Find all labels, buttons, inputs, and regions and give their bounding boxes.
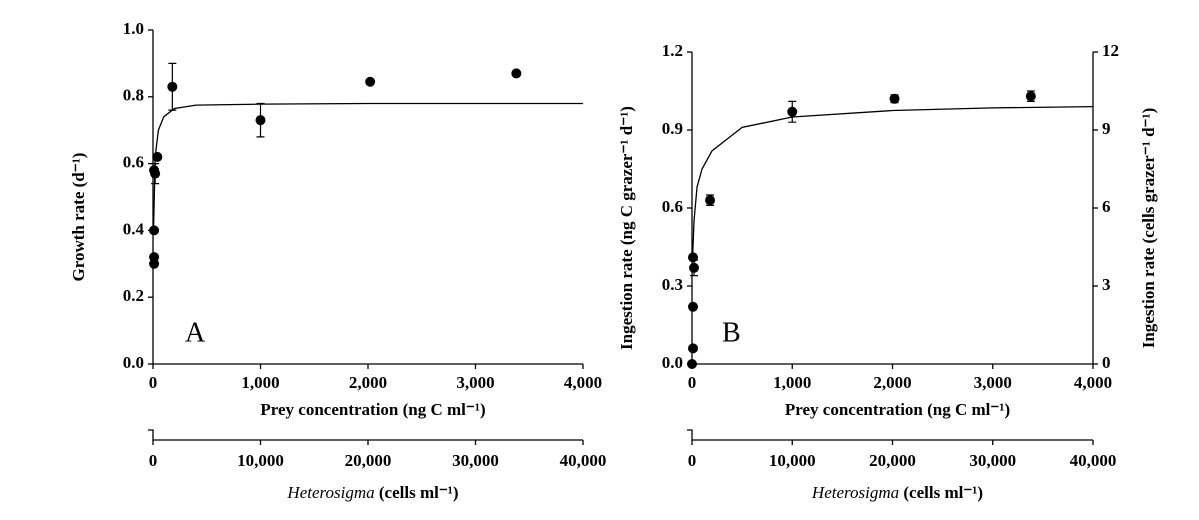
x2-tick-label: 20,000 xyxy=(345,451,392,470)
x-axis-label: Prey concentration (ng C ml⁻¹) xyxy=(260,400,485,419)
data-point xyxy=(152,151,163,162)
x-tick-label: 2,000 xyxy=(873,373,911,392)
x-axis-label: Prey concentration (ng C ml⁻¹) xyxy=(785,400,1010,419)
x2-axis-label: Heterosigma (cells ml⁻¹) xyxy=(286,483,458,502)
y2-tick-label: 9 xyxy=(1102,119,1111,138)
y-tick-label: 0.4 xyxy=(123,219,145,238)
x2-tick-label: 30,000 xyxy=(969,451,1016,470)
data-point xyxy=(889,93,900,104)
x2-tick-label: 20,000 xyxy=(869,451,916,470)
x-tick-label: 0 xyxy=(149,373,158,392)
y-tick-label: 0.6 xyxy=(662,197,683,216)
y-tick-label: 0.9 xyxy=(662,119,683,138)
data-point xyxy=(687,359,697,369)
x2-tick-label: 0 xyxy=(149,451,158,470)
data-point xyxy=(688,343,699,354)
data-point xyxy=(705,195,716,206)
data-point xyxy=(688,301,699,312)
data-point xyxy=(149,252,160,263)
x2-axis-label: Heterosigma (cells ml⁻¹) xyxy=(811,483,983,502)
y-tick-label: 1.2 xyxy=(662,41,683,60)
x-tick-label: 2,000 xyxy=(349,373,387,392)
data-point xyxy=(787,106,798,117)
data-point xyxy=(167,81,178,92)
y2-axis-label: Ingestion rate (cells grazer⁻¹ d⁻¹) xyxy=(1139,108,1158,349)
y-tick-label: 0.0 xyxy=(123,353,144,372)
x-tick-label: 1,000 xyxy=(773,373,811,392)
x2-axis-label-italic: Heterosigma xyxy=(286,483,374,502)
y-tick-label: 0.6 xyxy=(123,153,144,172)
x-tick-label: 4,000 xyxy=(564,373,602,392)
x2-tick-label: 10,000 xyxy=(769,451,816,470)
y2-tick-label: 6 xyxy=(1102,197,1111,216)
x2-axis-label-unit: (cells ml⁻¹) xyxy=(379,483,459,502)
data-point xyxy=(689,262,700,273)
x2-tick-label: 40,000 xyxy=(560,451,607,470)
x2-tick-label: 10,000 xyxy=(237,451,284,470)
y2-tick-label: 12 xyxy=(1102,41,1119,60)
x-tick-label: 1,000 xyxy=(241,373,279,392)
fit-line xyxy=(152,102,583,231)
x-tick-label: 4,000 xyxy=(1074,373,1112,392)
y2-tick-label: 0 xyxy=(1102,353,1111,372)
y-tick-label: 0.2 xyxy=(123,286,144,305)
data-point xyxy=(255,115,266,126)
y2-tick-label: 3 xyxy=(1102,275,1111,294)
x2-axis xyxy=(148,429,583,441)
y-axis-label: Ingestion rate (ng C grazer⁻¹ d⁻¹) xyxy=(617,106,636,350)
x2-axis xyxy=(687,429,1093,441)
panel-label: B xyxy=(722,317,741,348)
x2-tick-label: 30,000 xyxy=(452,451,499,470)
data-point xyxy=(1025,91,1036,102)
y-tick-label: 0.8 xyxy=(123,86,144,105)
y-tick-label: 0.0 xyxy=(662,353,683,372)
x2-tick-label: 0 xyxy=(688,451,697,470)
y-axis-label: Growth rate (d⁻¹) xyxy=(69,153,88,282)
panel-label: A xyxy=(185,317,206,348)
x2-tick-label: 40,000 xyxy=(1070,451,1117,470)
y-tick-label: 1.0 xyxy=(123,19,144,38)
x2-axis-label-unit: (cells ml⁻¹) xyxy=(903,483,983,502)
data-point xyxy=(511,68,522,79)
x-tick-label: 3,000 xyxy=(456,373,494,392)
data-point xyxy=(365,76,376,87)
x-tick-label: 0 xyxy=(688,373,697,392)
x2-axis-label-italic: Heterosigma xyxy=(811,483,899,502)
fit-line xyxy=(691,105,1094,261)
y-tick-label: 0.3 xyxy=(662,275,683,294)
x-tick-label: 3,000 xyxy=(974,373,1012,392)
